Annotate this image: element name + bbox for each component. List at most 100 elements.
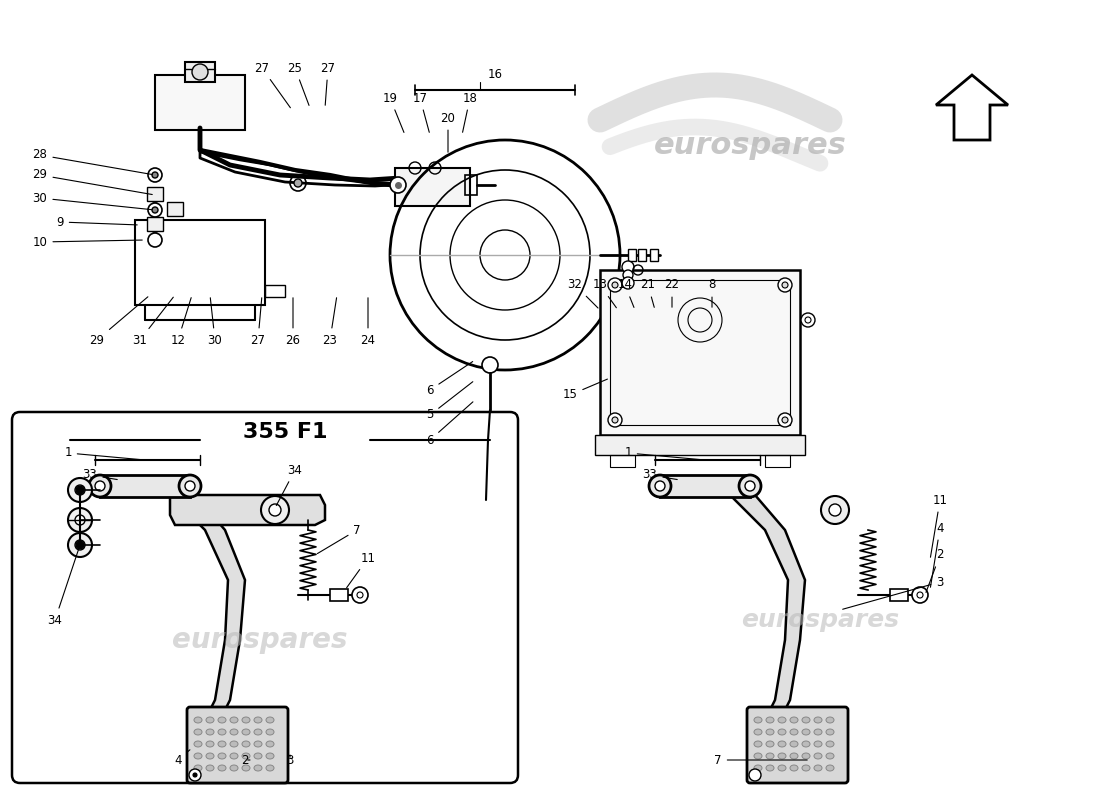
Ellipse shape bbox=[814, 765, 822, 771]
Ellipse shape bbox=[790, 729, 798, 735]
Circle shape bbox=[179, 475, 201, 497]
Ellipse shape bbox=[254, 741, 262, 747]
Bar bbox=[100, 475, 190, 497]
Bar bbox=[330, 589, 348, 601]
Circle shape bbox=[148, 218, 162, 232]
Text: eurospares: eurospares bbox=[741, 608, 899, 632]
Circle shape bbox=[192, 64, 208, 80]
Text: 30: 30 bbox=[208, 298, 222, 346]
Text: 27: 27 bbox=[251, 298, 265, 346]
Text: eurospares: eurospares bbox=[173, 626, 348, 654]
Text: 7: 7 bbox=[318, 523, 361, 554]
Ellipse shape bbox=[206, 717, 214, 723]
Text: 8: 8 bbox=[708, 278, 716, 307]
Ellipse shape bbox=[826, 741, 834, 747]
Ellipse shape bbox=[814, 729, 822, 735]
Ellipse shape bbox=[194, 717, 202, 723]
Ellipse shape bbox=[814, 741, 822, 747]
Bar bbox=[890, 589, 908, 601]
Ellipse shape bbox=[814, 717, 822, 723]
Text: 3: 3 bbox=[286, 754, 294, 766]
Circle shape bbox=[68, 533, 92, 557]
Text: 1: 1 bbox=[625, 446, 702, 460]
Bar bbox=[395, 168, 470, 206]
Ellipse shape bbox=[754, 753, 762, 759]
Bar bbox=[628, 249, 636, 261]
Text: 19: 19 bbox=[383, 91, 404, 133]
Text: 27: 27 bbox=[254, 62, 290, 108]
Ellipse shape bbox=[230, 729, 238, 735]
Text: 3: 3 bbox=[843, 575, 944, 610]
Ellipse shape bbox=[266, 753, 274, 759]
Text: 5: 5 bbox=[427, 382, 473, 422]
Ellipse shape bbox=[218, 753, 226, 759]
Text: 9: 9 bbox=[56, 215, 138, 229]
Ellipse shape bbox=[254, 717, 262, 723]
Ellipse shape bbox=[206, 729, 214, 735]
Ellipse shape bbox=[754, 765, 762, 771]
Circle shape bbox=[75, 485, 85, 495]
Bar bbox=[610, 280, 790, 425]
Ellipse shape bbox=[766, 765, 774, 771]
Bar bbox=[167, 202, 183, 216]
Ellipse shape bbox=[790, 717, 798, 723]
Circle shape bbox=[829, 504, 842, 516]
Circle shape bbox=[95, 481, 104, 491]
Circle shape bbox=[68, 478, 92, 502]
Bar bbox=[155, 75, 245, 130]
Ellipse shape bbox=[230, 741, 238, 747]
Bar bbox=[185, 62, 214, 82]
Text: 29: 29 bbox=[89, 297, 147, 346]
Circle shape bbox=[778, 413, 792, 427]
Circle shape bbox=[608, 278, 622, 292]
Text: 21: 21 bbox=[640, 278, 656, 307]
Text: 1: 1 bbox=[64, 446, 142, 460]
Text: 2: 2 bbox=[241, 754, 250, 766]
Circle shape bbox=[148, 168, 162, 182]
Circle shape bbox=[623, 270, 632, 280]
Text: 23: 23 bbox=[322, 298, 338, 346]
Ellipse shape bbox=[790, 765, 798, 771]
Ellipse shape bbox=[802, 765, 810, 771]
FancyBboxPatch shape bbox=[187, 707, 288, 783]
Ellipse shape bbox=[266, 717, 274, 723]
Ellipse shape bbox=[218, 765, 226, 771]
Circle shape bbox=[68, 508, 92, 532]
Ellipse shape bbox=[194, 765, 202, 771]
Text: 15: 15 bbox=[562, 379, 607, 402]
Circle shape bbox=[482, 357, 498, 373]
Bar bbox=[638, 249, 646, 261]
Text: 11: 11 bbox=[346, 551, 375, 588]
Ellipse shape bbox=[754, 717, 762, 723]
Bar bbox=[650, 249, 658, 261]
Text: 22: 22 bbox=[664, 278, 680, 307]
Text: 28: 28 bbox=[33, 149, 152, 174]
Text: 27: 27 bbox=[320, 62, 336, 106]
Bar bbox=[660, 475, 750, 497]
FancyBboxPatch shape bbox=[12, 412, 518, 783]
Circle shape bbox=[89, 475, 111, 497]
Circle shape bbox=[152, 192, 158, 198]
Circle shape bbox=[782, 282, 788, 288]
Ellipse shape bbox=[230, 765, 238, 771]
Ellipse shape bbox=[206, 741, 214, 747]
Text: 355 F1: 355 F1 bbox=[243, 422, 328, 442]
Ellipse shape bbox=[766, 741, 774, 747]
Circle shape bbox=[782, 417, 788, 423]
Text: 33: 33 bbox=[82, 469, 118, 482]
Text: 10: 10 bbox=[33, 235, 142, 249]
Text: 7: 7 bbox=[714, 754, 807, 766]
Ellipse shape bbox=[242, 729, 250, 735]
Text: 16: 16 bbox=[487, 69, 503, 82]
Circle shape bbox=[152, 172, 158, 178]
Ellipse shape bbox=[802, 717, 810, 723]
Circle shape bbox=[912, 587, 928, 603]
Circle shape bbox=[621, 261, 634, 273]
Text: 34: 34 bbox=[276, 463, 303, 506]
Ellipse shape bbox=[194, 729, 202, 735]
Text: 32: 32 bbox=[568, 278, 598, 308]
Text: 6: 6 bbox=[427, 402, 473, 446]
Text: 12: 12 bbox=[170, 298, 191, 346]
Circle shape bbox=[608, 413, 622, 427]
Circle shape bbox=[261, 496, 289, 524]
